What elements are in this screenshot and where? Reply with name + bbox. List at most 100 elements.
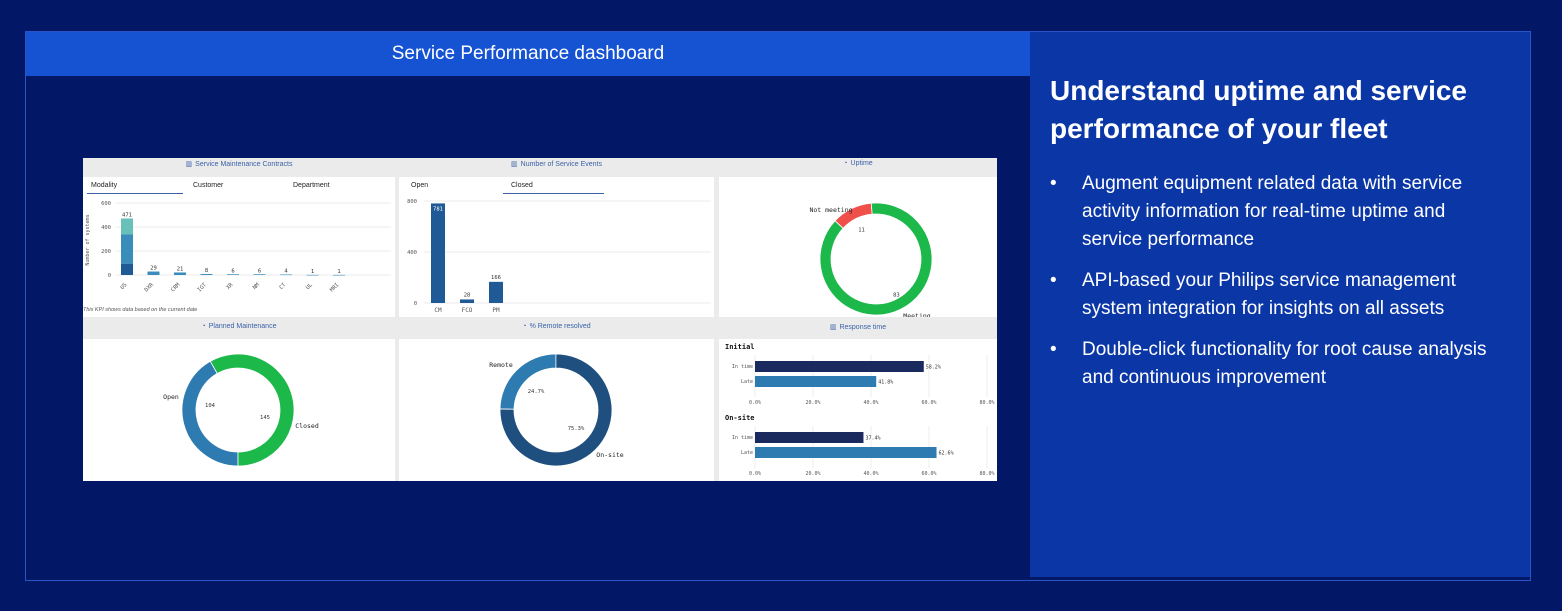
x-tick-label: 60.0% bbox=[921, 400, 936, 406]
bar bbox=[489, 281, 503, 303]
x-tick-label: 0.0% bbox=[749, 471, 761, 477]
data-label: 28 bbox=[464, 292, 471, 298]
bullet-item: • API-based your Philips service manageme… bbox=[1050, 267, 1510, 323]
y-tick-label: 0 bbox=[108, 273, 111, 279]
data-label: 62.6% bbox=[939, 451, 954, 457]
bar bbox=[755, 361, 924, 372]
contracts-panel: Modality Customer Department 0 200 400 600 N… bbox=[83, 177, 395, 317]
response-section-title: Initial bbox=[725, 343, 755, 351]
slice-label: Open bbox=[163, 393, 179, 401]
planned-donut: 104 145 Open Closed bbox=[163, 353, 319, 467]
bullet-item: • Double-click functionality for root cau… bbox=[1050, 336, 1510, 392]
data-label: 21 bbox=[177, 266, 184, 272]
x-tick-label: 60.0% bbox=[921, 471, 936, 477]
y-tick-label: In time bbox=[732, 364, 753, 370]
y-tick-label: Late bbox=[741, 379, 753, 385]
bar bbox=[200, 274, 213, 275]
data-label: 6 bbox=[231, 268, 234, 274]
remote-donut: 24.7% 75.3% Remote On-site bbox=[489, 353, 624, 467]
x-tick-label: CM bbox=[434, 307, 442, 314]
response-title: Response time bbox=[839, 324, 887, 331]
data-label: 37.4% bbox=[865, 436, 880, 442]
data-label: 781 bbox=[433, 206, 443, 212]
x-tick-label: 0.0% bbox=[749, 400, 761, 406]
bullet-dot-icon: • bbox=[1050, 270, 1057, 291]
data-label: 1 bbox=[311, 269, 314, 275]
donut-slice bbox=[181, 360, 239, 467]
info-heading: Understand uptime and service performanc… bbox=[1050, 75, 1468, 144]
pie-chart-icon: ◔ bbox=[522, 323, 527, 330]
tab-closed[interactable]: Closed bbox=[511, 182, 533, 189]
events-panel: Open Closed 0 400 800 781 CM 28 FCO 166 PM bbox=[399, 177, 714, 317]
y-tick-label: 200 bbox=[101, 249, 111, 255]
y-tick-label: 0 bbox=[414, 301, 417, 307]
y-tick-label: 400 bbox=[407, 250, 417, 256]
x-tick-label: 20.0% bbox=[805, 400, 820, 406]
slice-label: On-site bbox=[596, 451, 623, 459]
x-tick-label: 40.0% bbox=[863, 471, 878, 477]
info-bullets: • Augment equipment related data with ser… bbox=[1050, 170, 1510, 392]
bar bbox=[755, 376, 877, 387]
bullet-item: • Augment equipment related data with ser… bbox=[1050, 170, 1510, 254]
uptime-title: Uptime bbox=[850, 160, 873, 167]
contracts-title: Service Maintenance Contracts bbox=[195, 161, 293, 168]
donut-slice bbox=[499, 353, 613, 467]
bullet-dot-icon: • bbox=[1050, 173, 1057, 194]
x-tick-label: CRM bbox=[170, 282, 182, 294]
bar bbox=[755, 432, 864, 443]
info-panel: Understand uptime and service performanc… bbox=[1030, 32, 1530, 577]
data-label: 8 bbox=[205, 268, 208, 274]
y-tick-label: 800 bbox=[407, 199, 417, 205]
slice-label: Not meeting bbox=[809, 206, 852, 214]
tab-open[interactable]: Open bbox=[411, 182, 429, 189]
bar bbox=[280, 274, 292, 276]
data-label: 471 bbox=[122, 212, 132, 218]
data-label: 29 bbox=[150, 266, 157, 272]
planned-header[interactable]: ◔ Planned Maintenance bbox=[83, 323, 395, 330]
x-tick-label: IGT bbox=[197, 282, 209, 294]
remote-header[interactable]: ◔% Remote resolved bbox=[399, 323, 714, 330]
data-label: 145 bbox=[260, 415, 270, 421]
bar-chart-icon: ▥ bbox=[511, 161, 518, 168]
bar bbox=[755, 447, 937, 458]
x-tick-label: PM bbox=[492, 307, 500, 314]
page-title: Service Performance dashboard bbox=[26, 32, 1030, 76]
x-tick-label: US bbox=[119, 282, 128, 291]
tab-customer[interactable]: Customer bbox=[193, 182, 224, 189]
bullet-dot-icon: • bbox=[1050, 339, 1057, 360]
data-label: 104 bbox=[205, 403, 216, 409]
slice-label: Closed bbox=[295, 422, 319, 430]
donut-slice bbox=[819, 202, 933, 316]
tab-underline bbox=[87, 193, 183, 194]
data-label: 83 bbox=[893, 293, 900, 299]
bar bbox=[306, 274, 319, 276]
events-title: Number of Service Events bbox=[520, 161, 602, 168]
planned-title: Planned Maintenance bbox=[208, 323, 277, 330]
tab-department[interactable]: Department bbox=[293, 182, 330, 189]
uptime-header[interactable]: ◔ Uptime bbox=[719, 160, 997, 167]
contracts-note: This KPI shows data based on the current… bbox=[83, 307, 198, 313]
data-label: 1 bbox=[337, 269, 340, 275]
x-tick-label: UL bbox=[305, 282, 314, 291]
uptime-panel: 11 83 Not meeting Meeting bbox=[719, 177, 997, 317]
tab-modality[interactable]: Modality bbox=[91, 182, 118, 189]
contracts-header[interactable]: ▥ Service Maintenance Contracts bbox=[83, 160, 395, 168]
events-header[interactable]: ▥ Number of Service Events bbox=[399, 160, 714, 168]
slice-label: Meeting bbox=[903, 312, 930, 317]
data-label: 11 bbox=[858, 227, 865, 233]
x-tick-label: 80.0% bbox=[979, 471, 994, 477]
x-tick-label: 40.0% bbox=[863, 400, 878, 406]
data-label: 58.2% bbox=[926, 365, 941, 371]
y-tick-label: 600 bbox=[101, 201, 111, 207]
data-label: 4 bbox=[284, 269, 288, 275]
bar-chart-icon: ▥ bbox=[185, 161, 193, 168]
uptime-donut: 11 83 Not meeting Meeting bbox=[809, 202, 933, 317]
data-label: 166 bbox=[491, 275, 501, 281]
x-tick-label: CT bbox=[278, 282, 287, 291]
x-tick-label: 80.0% bbox=[979, 400, 994, 406]
page-frame bbox=[25, 31, 1531, 581]
bar bbox=[227, 274, 239, 275]
pie-chart-icon: ◔ bbox=[201, 323, 206, 330]
response-header[interactable]: ▥ Response time bbox=[719, 323, 997, 331]
data-label: 75.3% bbox=[568, 426, 585, 432]
